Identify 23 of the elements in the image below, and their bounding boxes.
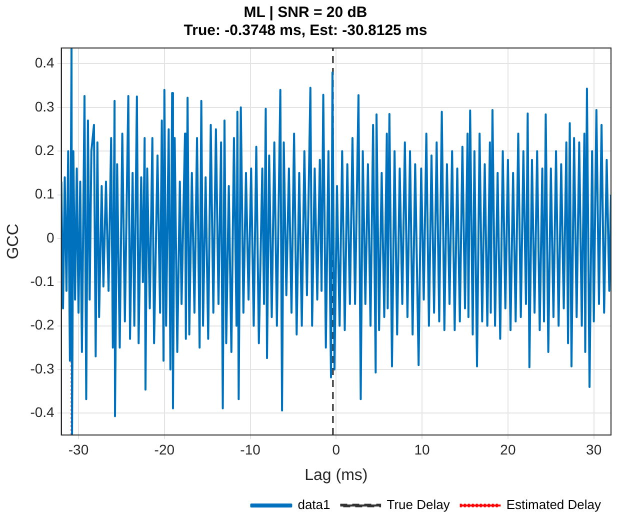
x-tick-label: -30	[68, 441, 89, 458]
y-tick-label: 0.2	[34, 142, 55, 158]
legend-label: True Delay	[386, 497, 450, 512]
x-axis-title: Lag (ms)	[304, 466, 368, 484]
y-tick-label: 0.1	[34, 186, 55, 202]
x-tick-label: 0	[332, 441, 340, 458]
x-tick-label: 30	[586, 441, 602, 458]
y-tick-label: -0.1	[30, 272, 55, 289]
y-tick-label: 0.4	[34, 54, 55, 71]
y-tick-label: -0.3	[30, 360, 55, 376]
x-tick-label: -20	[154, 441, 175, 458]
x-tick-label: 10	[414, 441, 430, 458]
x-tick-label: -10	[240, 441, 261, 458]
x-tick-label: 20	[500, 441, 516, 458]
chart-subtitle: True: -0.3748 ms, Est: -30.8125 ms	[184, 22, 428, 40]
chart-title: ML | SNR = 20 dB	[244, 4, 368, 22]
y-tick-label: 0.3	[34, 98, 55, 114]
legend-label: data1	[298, 497, 330, 512]
y-axis-title: GCC	[5, 224, 22, 260]
y-tick-label: 0	[46, 229, 55, 246]
legend-label: Estimated Delay	[506, 497, 602, 512]
y-tick-label: -0.4	[30, 404, 55, 420]
y-tick-label: -0.2	[30, 316, 55, 333]
